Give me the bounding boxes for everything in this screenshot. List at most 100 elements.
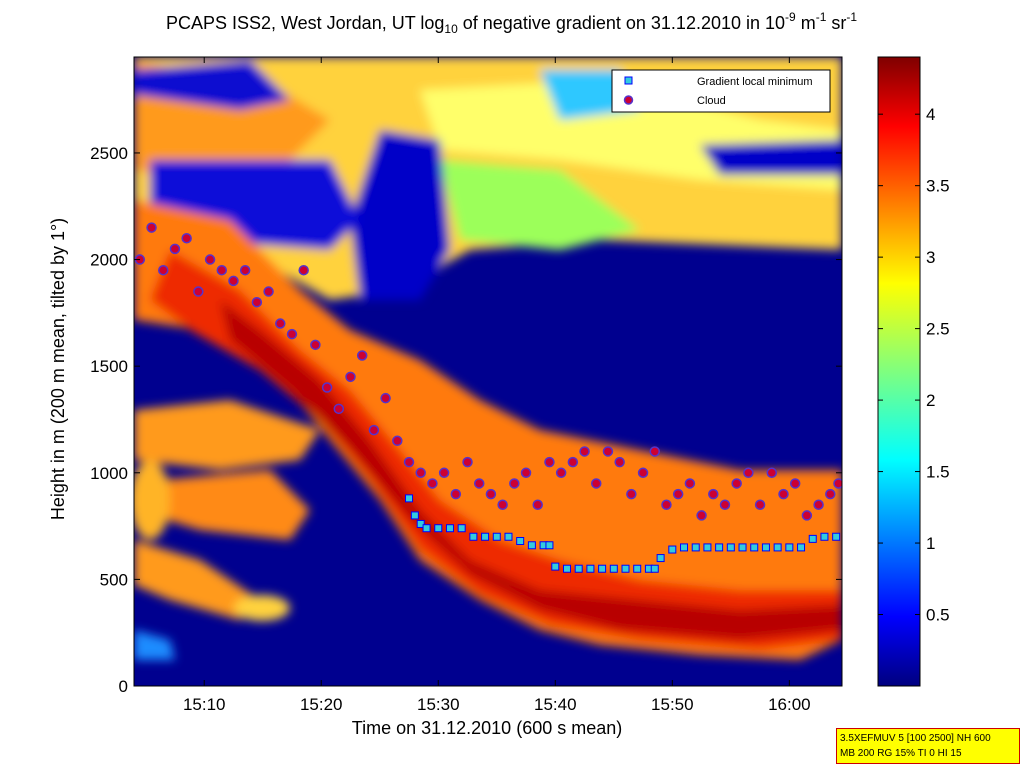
legend: Gradient local minimum Cloud bbox=[611, 69, 831, 113]
cloud-point bbox=[392, 435, 403, 447]
cloud-point bbox=[275, 318, 286, 329]
gradient-min-point bbox=[668, 545, 677, 554]
cloud-point bbox=[696, 510, 707, 521]
gradient-min-point bbox=[481, 532, 490, 541]
cloud-point bbox=[310, 339, 321, 351]
y-tick-label: 500 bbox=[100, 570, 128, 589]
cloud-point bbox=[415, 467, 426, 479]
heatmap-field bbox=[134, 57, 842, 686]
cloud-point bbox=[158, 264, 169, 276]
gradient-min-point bbox=[808, 534, 817, 543]
gradient-min-point bbox=[773, 543, 782, 552]
colorbar-tick-label: 2.5 bbox=[926, 320, 950, 339]
legend-gradient-label: Gradient local minimum bbox=[697, 76, 813, 88]
cloud-point bbox=[684, 478, 696, 489]
gradient-min-point bbox=[434, 524, 443, 533]
gradient-min-point bbox=[832, 532, 841, 541]
cloud-point bbox=[801, 510, 813, 521]
cloud-point bbox=[403, 456, 415, 468]
legend-gradient-icon bbox=[624, 76, 633, 85]
gradient-min-point bbox=[750, 543, 759, 552]
gradient-min-point bbox=[469, 532, 478, 541]
x-tick-label: 15:30 bbox=[417, 695, 460, 714]
cloud-point bbox=[462, 456, 473, 468]
gradient-min-point bbox=[574, 564, 583, 573]
y-tick-label: 1500 bbox=[90, 357, 128, 376]
gradient-min-point bbox=[586, 564, 595, 573]
gradient-min-point bbox=[416, 519, 425, 528]
cloud-point bbox=[146, 222, 157, 233]
x-tick-label: 15:40 bbox=[534, 695, 577, 714]
chart-title: PCAPS ISS2, West Jordan, UT log10 of neg… bbox=[165, 10, 858, 36]
cloud-point bbox=[286, 328, 298, 340]
y-tick-label: 2500 bbox=[90, 144, 128, 163]
cloud-point bbox=[743, 467, 754, 479]
cloud-point bbox=[251, 296, 263, 308]
cloud-point bbox=[216, 264, 228, 276]
gradient-min-point bbox=[656, 554, 665, 563]
cloud-point bbox=[228, 275, 239, 287]
cloud-point bbox=[555, 467, 567, 479]
cloud-point bbox=[614, 456, 625, 468]
gradient-min-point bbox=[504, 532, 513, 541]
gradient-min-point bbox=[715, 543, 724, 552]
cloud-point bbox=[298, 264, 309, 276]
cloud-point bbox=[825, 488, 836, 500]
colorbar-tick-label: 3.5 bbox=[926, 177, 950, 196]
colorbar-tick-label: 4 bbox=[926, 105, 935, 124]
y-tick-label: 0 bbox=[119, 677, 128, 696]
gradient-min-point bbox=[650, 564, 659, 573]
cloud-point bbox=[204, 254, 216, 265]
cloud-point bbox=[345, 371, 356, 383]
info-box: 3.5XEFMUV 5 [100 2500] NH 600 MB 200 RG … bbox=[836, 728, 1020, 764]
plot-frame bbox=[133, 56, 843, 687]
cloud-point bbox=[497, 499, 508, 511]
colorbar-tick-label: 3 bbox=[926, 248, 935, 267]
gradient-min-point bbox=[785, 543, 794, 552]
x-axis-label: Time on 31.12.2010 (600 s mean) bbox=[352, 718, 623, 738]
legend-cloud-label: Cloud bbox=[697, 95, 726, 107]
cloud-point bbox=[708, 488, 719, 500]
cloud-point bbox=[181, 232, 192, 244]
cloud-point bbox=[485, 488, 497, 500]
gradient-min-point bbox=[405, 494, 414, 503]
colorbar-tick-label: 1.5 bbox=[926, 463, 950, 482]
info-box-line2: MB 200 RG 15% TI 0 HI 15 bbox=[840, 748, 962, 759]
cloud-point bbox=[263, 286, 274, 297]
cloud-point bbox=[509, 478, 520, 489]
cloud-point bbox=[450, 488, 462, 500]
cloud-point bbox=[544, 456, 555, 468]
colorbar-axis: 0.5 1 1.5 2 2.5 3 3.5 4 bbox=[878, 105, 950, 625]
gradient-min-point bbox=[562, 564, 571, 573]
gradient-min-point bbox=[691, 543, 700, 552]
info-box-line1: 3.5XEFMUV 5 [100 2500] NH 600 bbox=[840, 733, 991, 744]
cloud-point bbox=[637, 467, 649, 479]
gradient-min-point bbox=[545, 541, 554, 550]
cloud-point bbox=[719, 499, 731, 511]
gradient-min-point bbox=[445, 524, 454, 533]
gradient-min-point bbox=[633, 564, 642, 573]
colorbar-tick-label: 1 bbox=[926, 534, 935, 553]
cloud-point bbox=[833, 478, 842, 489]
cloud-point bbox=[520, 467, 532, 479]
series-layer bbox=[134, 222, 842, 573]
gradient-min-point bbox=[598, 564, 607, 573]
cloud-point bbox=[427, 478, 438, 489]
cloud-point bbox=[380, 392, 391, 404]
legend-cloud-icon bbox=[623, 95, 634, 105]
legend-box bbox=[611, 69, 831, 113]
colorbar bbox=[877, 56, 921, 687]
gradient-min-point bbox=[820, 532, 829, 541]
x-tick-label: 15:10 bbox=[183, 695, 226, 714]
cloud-point bbox=[567, 456, 579, 468]
cloud-point bbox=[333, 403, 345, 415]
x-tick-label: 16:00 bbox=[768, 695, 811, 714]
gradient-min-point bbox=[726, 543, 735, 552]
cloud-point bbox=[813, 499, 824, 511]
x-axis: 15:10 15:20 15:30 15:40 15:50 16:00 bbox=[183, 57, 811, 714]
cloud-point bbox=[356, 350, 368, 361]
colorbar-tick-label: 2 bbox=[926, 391, 935, 410]
cloud-point bbox=[661, 499, 672, 511]
cloud-point bbox=[321, 382, 333, 393]
